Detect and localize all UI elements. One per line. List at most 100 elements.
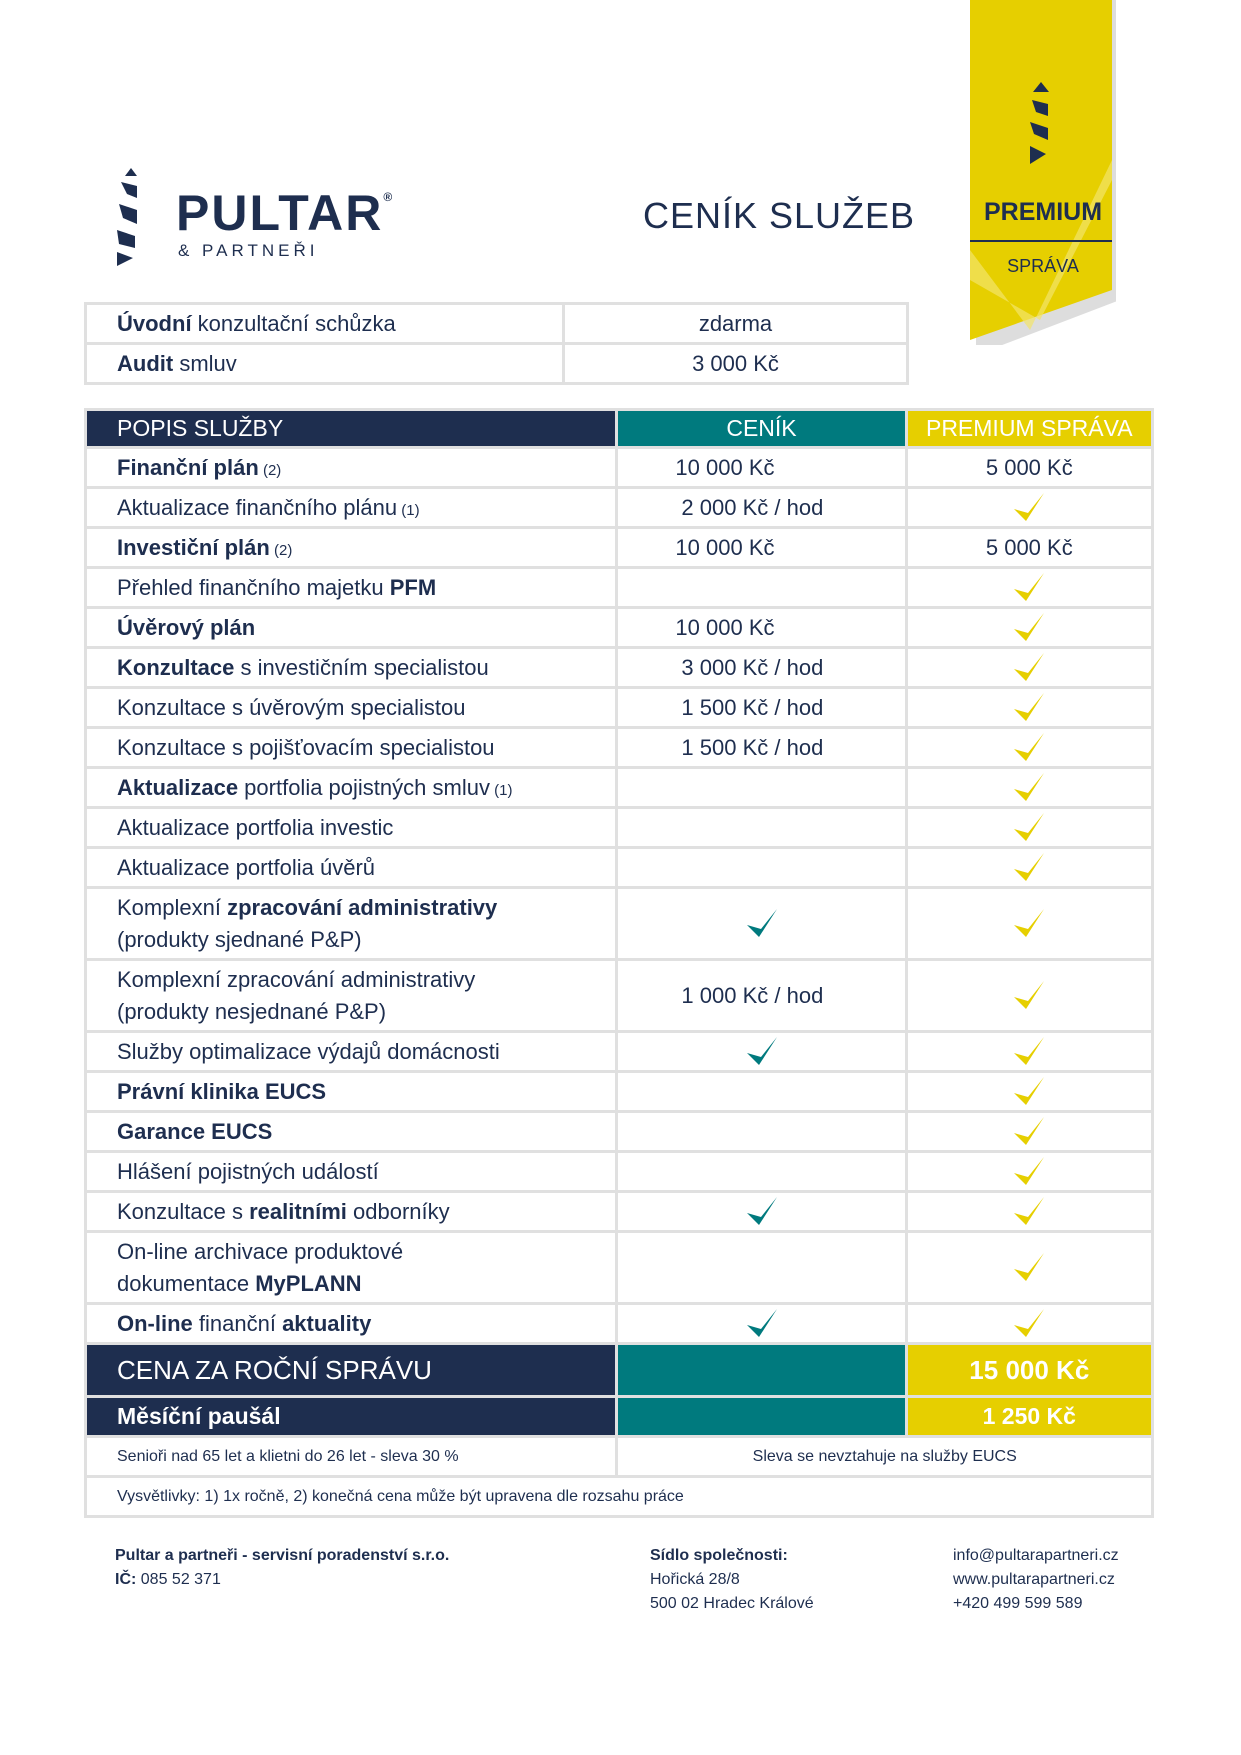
check-teal-icon (746, 1196, 777, 1225)
label-line: Aktualizace portfolia pojistných smluv (… (117, 775, 615, 801)
ic-label: IČ: (115, 1571, 137, 1588)
check-teal-icon (746, 1308, 777, 1337)
label-segment: dokumentace (117, 1270, 256, 1296)
registered-mark: ® (383, 190, 395, 204)
check-yellow-icon (1014, 1116, 1045, 1145)
monthly-label: Měsíční paušál (83, 1395, 619, 1438)
footer-address: Sídlo společnosti: Hořická 28/8 500 02 H… (650, 1544, 814, 1616)
table-row: Konzultace s investičním specialistou 3 0… (83, 646, 1155, 689)
service-label: On-line finanční aktuality (83, 1302, 619, 1345)
cenik-cell (615, 806, 908, 849)
premium-cell (904, 726, 1155, 769)
annual-label: CENA ZA ROČNÍ SPRÁVU (83, 1342, 619, 1398)
label-segment: Úvodní (117, 310, 192, 336)
table-row: Konzultace s úvěrovým specialistou 1 500 … (83, 686, 1155, 729)
label-segment: Služby optimalizace výdajů domácnosti (117, 1038, 500, 1064)
brand-subtitle: & PARTNEŘI (178, 241, 319, 260)
label-segment: (1) (397, 501, 420, 519)
premium-cell (904, 846, 1155, 889)
premium-cell (904, 566, 1155, 609)
table-row: Aktualizace portfolia úvěrů (83, 846, 1155, 889)
table-row: Aktualizace portfolia pojistných smluv (… (83, 766, 1155, 809)
street: Hořická 28/8 (650, 1571, 740, 1588)
label-segment: Aktualizace finančního plánu (117, 494, 398, 520)
premium-cell (904, 1030, 1155, 1073)
label-segment: Audit (117, 350, 174, 376)
label-segment: Aktualizace portfolia úvěrů (117, 854, 376, 880)
cenik-cell (615, 1190, 908, 1233)
label-line: Hlášení pojistných událostí (117, 1159, 615, 1185)
cenik-cell (615, 1030, 908, 1073)
footer-contact: info@pultarapartneri.cz www.pultarapartn… (953, 1544, 1119, 1616)
cenik-cell: 1 500 Kč / hod (615, 686, 908, 729)
service-label: Aktualizace portfolia úvěrů (83, 846, 619, 889)
label-segment: konzultační schůzka (191, 310, 396, 336)
label-segment: s investičním specialistou (234, 654, 489, 680)
check-yellow-icon (1014, 980, 1045, 1009)
label-line: Úvěrový plán (117, 615, 615, 641)
company-name: Pultar a partneři - servisní poradenství… (115, 1547, 450, 1564)
label-segment: aktuality (282, 1310, 372, 1336)
intro-row: Úvodní konzultační schůzka zdarma (84, 302, 909, 345)
label-line: (produkty sjednané P&P) (117, 927, 615, 953)
cenik-cell (615, 1070, 908, 1113)
label-line: dokumentace MyPLANN (117, 1271, 615, 1297)
label-line: Konzultace s úvěrovým specialistou (117, 695, 615, 721)
intro-table: Úvodní konzultační schůzka zdarma Audit sm… (84, 302, 909, 385)
label-segment: Konzultace s pojišťovacím specialistou (117, 734, 495, 760)
email-link[interactable]: info@pultarapartneri.cz (953, 1547, 1119, 1564)
check-yellow-icon (1014, 1252, 1045, 1281)
page-title: CENÍK SLUŽEB (643, 195, 916, 236)
check-yellow-icon (1014, 1308, 1045, 1337)
table-row: Právní klinika EUCS (83, 1070, 1155, 1113)
premium-cell (904, 958, 1155, 1033)
label-segment: smluv (173, 350, 237, 376)
label-segment: Komplexní zpracování administrativy (117, 966, 476, 992)
annual-total-row: CENA ZA ROČNÍ SPRÁVU 15 000 Kč (83, 1342, 1155, 1398)
phone-link[interactable]: +420 499 599 589 (953, 1595, 1083, 1612)
table-row: Aktualizace portfolia investic (83, 806, 1155, 849)
intro-price: zdarma (562, 302, 909, 345)
intro-label: Úvodní konzultační schůzka (84, 302, 565, 345)
label-line: Služby optimalizace výdajů domácnosti (117, 1039, 615, 1065)
cenik-cell (615, 886, 908, 961)
check-yellow-icon (1014, 692, 1045, 721)
service-label: Komplexní zpracování administrativy (prod… (83, 886, 619, 961)
check-yellow-icon (1014, 652, 1045, 681)
cenik-cell: 3 000 Kč / hod (615, 646, 908, 689)
seat-label: Sídlo společnosti: (650, 1547, 788, 1564)
service-label: On-line archivace produktové dokumentace … (83, 1230, 619, 1305)
label-line: Konzultace s realitními odborníky (117, 1199, 615, 1225)
service-label: Služby optimalizace výdajů domácnosti (83, 1030, 619, 1073)
label-segment: On-line (117, 1310, 193, 1336)
table-row: Služby optimalizace výdajů domácnosti (83, 1030, 1155, 1073)
cenik-cell (615, 1110, 908, 1153)
cenik-cell (615, 1230, 908, 1305)
premium-cell (904, 1110, 1155, 1153)
label-segment: Komplexní (117, 894, 228, 920)
service-label: Konzultace s realitními odborníky (83, 1190, 619, 1233)
legend-note: Vysvětlivky: 1) 1x ročně, 2) konečná cen… (84, 1475, 1154, 1518)
header-cenik: CENÍK (615, 408, 908, 449)
premium-cell (904, 886, 1155, 961)
label-segment: portfolia pojistných smluv (238, 774, 490, 800)
label-segment: Přehled finančního majetku (117, 574, 390, 600)
web-link[interactable]: www.pultarapartneri.cz (953, 1571, 1115, 1588)
legend-row: Vysvětlivky: 1) 1x ročně, 2) konečná cen… (84, 1475, 1154, 1518)
label-segment: (produkty sjednané P&P) (117, 926, 362, 952)
brand-name: PULTAR® (176, 184, 394, 242)
check-yellow-icon (1014, 1196, 1045, 1225)
monthly-total-row: Měsíční paušál 1 250 Kč (83, 1395, 1155, 1438)
discount-row: Senioři nad 65 let a klietni do 26 let -… (83, 1435, 1154, 1478)
table-row: Konzultace s realitními odborníky (83, 1190, 1155, 1233)
cenik-cell (615, 1302, 908, 1345)
table-header: POPIS SLUŽBY CENÍK PREMIUM SPRÁVA (83, 408, 1155, 449)
service-label: Aktualizace portfolia investic (83, 806, 619, 849)
city: 500 02 Hradec Králové (650, 1595, 814, 1612)
label-line: Aktualizace portfolia úvěrů (117, 855, 615, 881)
cenik-price: 1 000 Kč / hod (681, 982, 824, 1008)
check-yellow-icon (1014, 492, 1045, 521)
table-row: Garance EUCS (83, 1110, 1155, 1153)
label-segment: (2) (269, 541, 293, 559)
premium-cell: 5 000 Kč (904, 526, 1155, 569)
